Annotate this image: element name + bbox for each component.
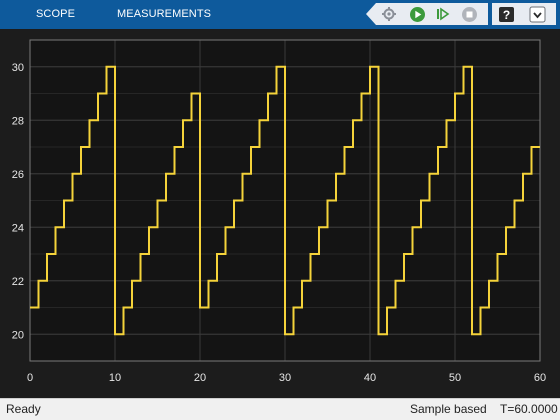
status-bar: Ready Sample based T=60.0000 <box>0 398 560 420</box>
simulation-time-text: T=60.0000 <box>500 402 558 416</box>
y-tick-label: 28 <box>12 115 24 127</box>
x-tick-label: 0 <box>27 372 33 384</box>
scope-display[interactable]: 0 10 20 30 40 50 60 20 22 24 26 28 30 <box>0 29 560 398</box>
status-text: Ready <box>6 402 41 416</box>
y-tick-label: 26 <box>12 169 24 181</box>
tab-scope[interactable]: SCOPE <box>36 8 76 20</box>
y-tick-label: 22 <box>12 276 24 288</box>
signal-line <box>30 65 540 336</box>
x-tick-label: 50 <box>449 372 461 384</box>
step-forward-icon[interactable] <box>434 5 452 23</box>
y-tick-label: 20 <box>12 329 24 341</box>
plot-border <box>29 39 541 362</box>
svg-text:?: ? <box>502 8 509 22</box>
tab-measurements[interactable]: MEASUREMENTS <box>117 8 212 20</box>
x-tick-label: 40 <box>364 372 376 384</box>
y-tick-label: 30 <box>12 62 24 74</box>
run-icon[interactable] <box>408 5 426 23</box>
stop-icon[interactable] <box>460 5 478 23</box>
x-tick-label: 30 <box>279 372 291 384</box>
x-tick-label: 10 <box>109 372 121 384</box>
stepping-options-icon[interactable] <box>380 5 398 23</box>
expand-icon[interactable] <box>528 5 546 23</box>
x-tick-label: 20 <box>194 372 206 384</box>
toolstrip: SCOPE MEASUREMENTS <box>0 0 560 29</box>
sample-mode-text: Sample based <box>410 402 487 416</box>
x-tick-label: 60 <box>534 372 546 384</box>
help-icon[interactable]: ? <box>497 5 515 23</box>
time-scope-plot[interactable]: 0 10 20 30 40 50 60 20 22 24 26 28 30 <box>0 29 560 398</box>
y-tick-label: 24 <box>12 222 24 234</box>
simulation-controls <box>366 3 488 25</box>
help-controls: ? <box>492 3 556 25</box>
